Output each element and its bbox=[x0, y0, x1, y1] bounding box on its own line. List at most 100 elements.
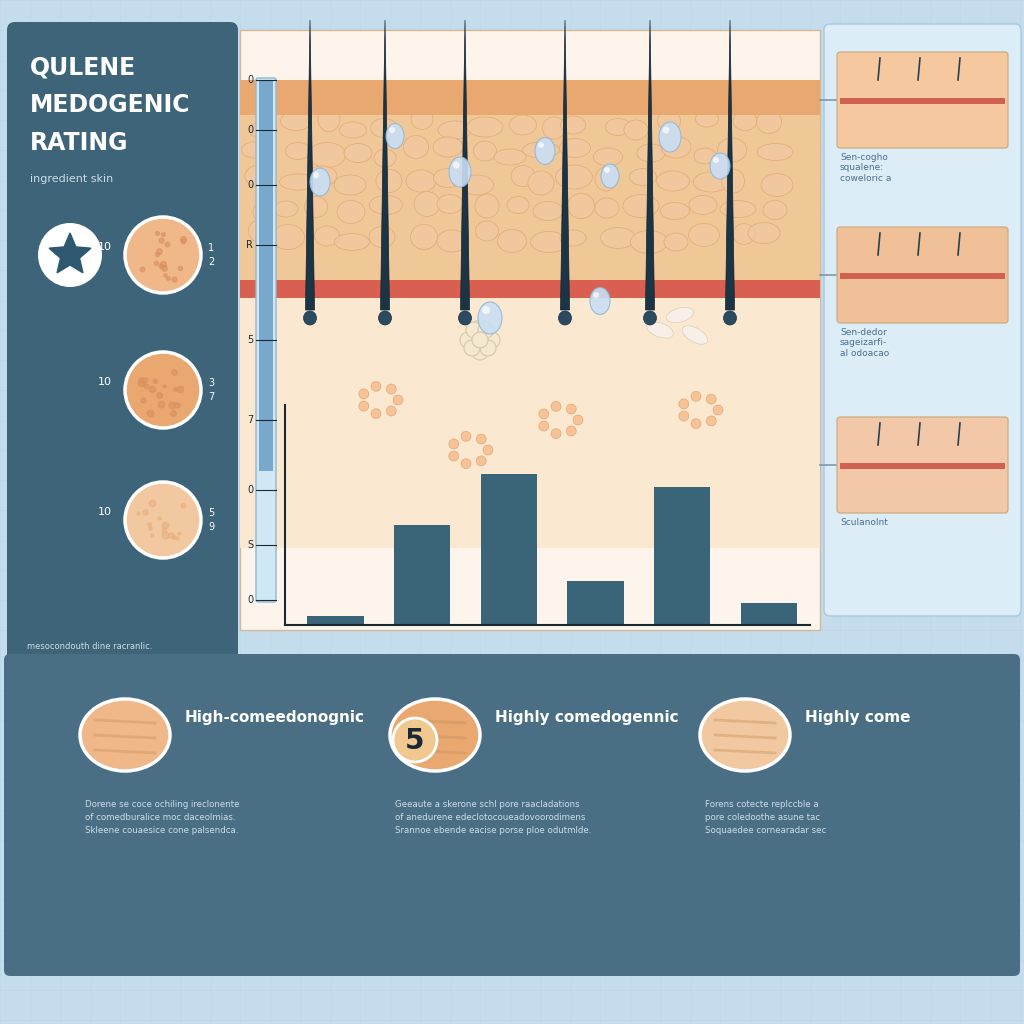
Ellipse shape bbox=[340, 122, 367, 138]
Ellipse shape bbox=[637, 144, 665, 162]
Text: 0: 0 bbox=[247, 595, 253, 605]
Text: 10: 10 bbox=[98, 507, 112, 517]
Circle shape bbox=[461, 459, 471, 469]
Polygon shape bbox=[305, 20, 314, 310]
Ellipse shape bbox=[664, 233, 688, 251]
FancyBboxPatch shape bbox=[240, 30, 820, 630]
Text: MEDOGENIC: MEDOGENIC bbox=[30, 93, 190, 117]
Circle shape bbox=[679, 411, 689, 421]
Circle shape bbox=[691, 419, 701, 429]
Ellipse shape bbox=[304, 197, 328, 217]
Circle shape bbox=[38, 223, 102, 287]
Ellipse shape bbox=[663, 127, 670, 133]
FancyBboxPatch shape bbox=[7, 22, 238, 668]
Ellipse shape bbox=[682, 326, 708, 344]
Ellipse shape bbox=[433, 137, 463, 157]
Text: 0: 0 bbox=[247, 180, 253, 190]
Circle shape bbox=[484, 332, 500, 348]
Ellipse shape bbox=[522, 142, 559, 158]
FancyBboxPatch shape bbox=[240, 80, 820, 115]
Ellipse shape bbox=[567, 194, 595, 218]
Ellipse shape bbox=[271, 224, 304, 250]
Text: Sculanolnt: Sculanolnt bbox=[840, 518, 888, 527]
Circle shape bbox=[566, 404, 577, 414]
Circle shape bbox=[480, 340, 496, 356]
Ellipse shape bbox=[449, 157, 471, 187]
Circle shape bbox=[551, 429, 561, 438]
Ellipse shape bbox=[376, 170, 402, 193]
Ellipse shape bbox=[318, 106, 340, 131]
Ellipse shape bbox=[733, 112, 757, 130]
FancyBboxPatch shape bbox=[567, 581, 624, 625]
Ellipse shape bbox=[406, 170, 436, 193]
Ellipse shape bbox=[414, 191, 440, 216]
Text: Sen-dedor
sageizarfi-
al odoacao: Sen-dedor sageizarfi- al odoacao bbox=[840, 328, 889, 357]
FancyBboxPatch shape bbox=[837, 52, 1008, 148]
Ellipse shape bbox=[369, 226, 395, 248]
Ellipse shape bbox=[560, 230, 586, 246]
Ellipse shape bbox=[245, 166, 271, 186]
Circle shape bbox=[461, 431, 471, 441]
Circle shape bbox=[449, 452, 459, 461]
Circle shape bbox=[679, 399, 689, 409]
Text: 10: 10 bbox=[98, 377, 112, 387]
FancyBboxPatch shape bbox=[824, 24, 1021, 616]
FancyBboxPatch shape bbox=[837, 417, 1008, 513]
Ellipse shape bbox=[286, 142, 310, 160]
FancyBboxPatch shape bbox=[837, 227, 1008, 323]
Circle shape bbox=[707, 394, 716, 404]
Circle shape bbox=[476, 456, 486, 466]
Text: 0: 0 bbox=[247, 485, 253, 495]
Ellipse shape bbox=[473, 141, 497, 161]
Ellipse shape bbox=[695, 111, 719, 127]
Ellipse shape bbox=[662, 136, 691, 158]
Ellipse shape bbox=[314, 226, 340, 246]
Ellipse shape bbox=[693, 172, 728, 193]
Circle shape bbox=[464, 340, 480, 356]
Text: 7: 7 bbox=[247, 415, 253, 425]
Ellipse shape bbox=[534, 202, 563, 220]
Ellipse shape bbox=[253, 201, 278, 223]
Ellipse shape bbox=[528, 171, 554, 195]
Circle shape bbox=[573, 415, 583, 425]
Text: 5: 5 bbox=[208, 508, 214, 518]
Polygon shape bbox=[49, 233, 91, 272]
Circle shape bbox=[358, 389, 369, 399]
Text: Forens cotecte replccble a
pore coledoothe asune tac
Soquaedee cornearadar sec: Forens cotecte replccble a pore coledoot… bbox=[705, 800, 826, 836]
Ellipse shape bbox=[390, 699, 480, 771]
Text: RATING: RATING bbox=[30, 131, 128, 155]
Ellipse shape bbox=[689, 196, 717, 214]
Text: Sen-cogho
squalene:
coweloric a: Sen-cogho squalene: coweloric a bbox=[840, 153, 891, 183]
Ellipse shape bbox=[631, 230, 668, 254]
FancyBboxPatch shape bbox=[840, 463, 1005, 469]
Text: 0: 0 bbox=[247, 75, 253, 85]
Circle shape bbox=[460, 332, 476, 348]
Ellipse shape bbox=[303, 311, 316, 325]
Ellipse shape bbox=[437, 195, 463, 213]
Ellipse shape bbox=[482, 306, 490, 314]
FancyBboxPatch shape bbox=[394, 525, 451, 625]
Text: 10: 10 bbox=[98, 242, 112, 252]
Polygon shape bbox=[461, 20, 469, 310]
Ellipse shape bbox=[718, 138, 746, 162]
Ellipse shape bbox=[646, 322, 674, 338]
Ellipse shape bbox=[535, 137, 555, 165]
Ellipse shape bbox=[386, 124, 404, 148]
Text: QULENE: QULENE bbox=[30, 55, 136, 79]
Ellipse shape bbox=[411, 109, 433, 129]
Circle shape bbox=[476, 434, 486, 444]
Ellipse shape bbox=[498, 229, 526, 253]
Circle shape bbox=[466, 322, 482, 338]
Text: mesocondouth dine racranlic.: mesocondouth dine racranlic. bbox=[27, 642, 153, 651]
FancyBboxPatch shape bbox=[480, 474, 537, 625]
Ellipse shape bbox=[710, 153, 730, 179]
Ellipse shape bbox=[494, 150, 526, 165]
Ellipse shape bbox=[656, 171, 689, 191]
Circle shape bbox=[472, 319, 488, 336]
Circle shape bbox=[472, 344, 488, 360]
Ellipse shape bbox=[80, 699, 170, 771]
Text: Dorene se coce ochiling ireclonente
of comedburalice moc daceolmias.
Skleene cou: Dorene se coce ochiling ireclonente of c… bbox=[85, 800, 240, 836]
Ellipse shape bbox=[337, 201, 365, 223]
Ellipse shape bbox=[438, 121, 472, 139]
Ellipse shape bbox=[590, 288, 610, 314]
